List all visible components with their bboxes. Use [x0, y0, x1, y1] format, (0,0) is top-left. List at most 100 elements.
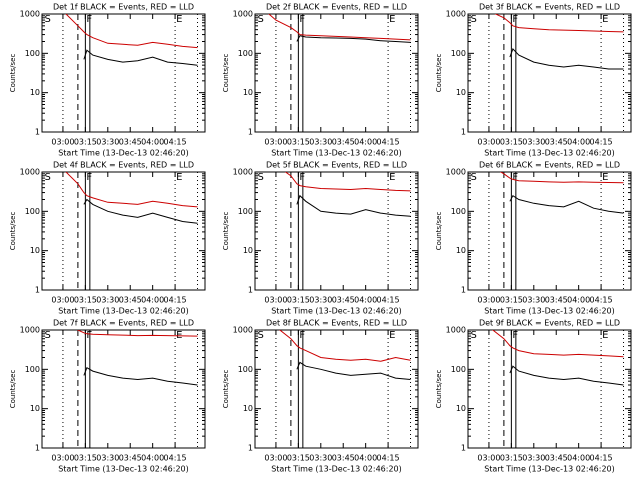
- marker-label: F: [299, 172, 305, 183]
- y-tick-label: 10: [243, 246, 253, 255]
- y-tick-label: 1: [248, 444, 253, 453]
- y-tick-label: 1: [248, 128, 253, 137]
- y-tick-label: 1: [35, 286, 40, 295]
- x-tick-label: 04:00: [141, 138, 164, 147]
- chart-title: Det 1f BLACK = Events, RED = LLD: [53, 3, 194, 12]
- marker-label: E: [602, 330, 608, 341]
- x-axis-label: Start Time (13-Dec-13 02:46:20): [58, 465, 189, 474]
- y-axis-label: Counts/sec: [9, 54, 17, 93]
- y-tick-label: 1000: [233, 168, 253, 177]
- x-tick-label: 03:45: [119, 138, 142, 147]
- y-axis-label: Counts/sec: [435, 370, 443, 409]
- series-line: [83, 366, 198, 386]
- y-tick-label: 10: [243, 404, 253, 413]
- series-line: [492, 330, 624, 358]
- series-line: [268, 14, 411, 41]
- y-tick-label: 1000: [20, 10, 40, 19]
- marker-label: S: [44, 172, 50, 183]
- y-tick-label: 10: [456, 404, 466, 413]
- marker-label: S: [257, 14, 263, 25]
- x-tick-label: 03:15: [500, 454, 523, 463]
- series-line: [509, 47, 624, 70]
- y-tick-label: 10: [30, 404, 40, 413]
- y-tick-label: 1000: [446, 168, 466, 177]
- series-line: [509, 365, 624, 386]
- panel: Det 3f BLACK = Events, RED = LLD Start Ti…: [435, 3, 632, 158]
- x-tick-label: 03:00: [477, 138, 500, 147]
- y-axis-label: Counts/sec: [9, 212, 17, 251]
- x-tick-label: 03:30: [96, 296, 119, 305]
- y-tick-label: 100: [25, 49, 40, 58]
- x-tick-label: 04:15: [164, 138, 187, 147]
- chart-title: Det 5f BLACK = Events, RED = LLD: [266, 161, 407, 170]
- plot-frame: [254, 171, 419, 291]
- series-line: [284, 172, 411, 192]
- series-line: [494, 14, 624, 33]
- x-tick-label: 04:15: [164, 454, 187, 463]
- x-tick-label: 03:00: [264, 138, 287, 147]
- x-tick-label: 04:00: [354, 138, 377, 147]
- chart-title: Det 6f BLACK = Events, RED = LLD: [479, 161, 620, 170]
- y-axis-label: Counts/sec: [435, 212, 443, 251]
- x-axis-label: Start Time (13-Dec-13 02:46:20): [271, 307, 402, 316]
- x-tick-label: 04:15: [590, 296, 613, 305]
- marker-label: S: [44, 330, 50, 341]
- marker-label: E: [389, 330, 395, 341]
- series-line: [65, 172, 198, 208]
- plot-frame: [41, 13, 206, 133]
- y-tick-label: 1000: [446, 326, 466, 335]
- marker-label: E: [602, 172, 608, 183]
- y-tick-label: 1000: [233, 326, 253, 335]
- x-axis-label: Start Time (13-Dec-13 02:46:20): [271, 465, 402, 474]
- y-tick-label: 100: [451, 365, 466, 374]
- chart-title: Det 8f BLACK = Events, RED = LLD: [266, 319, 407, 328]
- chart-title: Det 7f BLACK = Events, RED = LLD: [53, 319, 194, 328]
- x-tick-label: 03:30: [522, 454, 545, 463]
- y-tick-label: 1: [35, 128, 40, 137]
- series-line: [279, 330, 411, 362]
- marker-label: S: [44, 14, 50, 25]
- x-tick-label: 03:15: [287, 138, 310, 147]
- x-tick-label: 03:45: [545, 296, 568, 305]
- plot-frame: [467, 171, 632, 291]
- y-axis-label: Counts/sec: [222, 54, 230, 93]
- marker-label: F: [512, 172, 518, 183]
- plot-frame: [41, 171, 206, 291]
- marker-label: E: [389, 14, 395, 25]
- plot-frame: [41, 329, 206, 449]
- plot-frame: [467, 13, 632, 133]
- marker-label: S: [470, 14, 476, 25]
- panel: Det 1f BLACK = Events, RED = LLD Start Ti…: [9, 3, 206, 158]
- x-tick-label: 04:15: [377, 296, 400, 305]
- y-tick-label: 1000: [446, 10, 466, 19]
- x-axis-label: Start Time (13-Dec-13 02:46:20): [484, 307, 615, 316]
- y-tick-label: 1: [461, 286, 466, 295]
- marker-label: F: [299, 14, 305, 25]
- x-tick-label: 03:30: [522, 296, 545, 305]
- marker-label: S: [257, 330, 263, 341]
- x-tick-label: 03:30: [309, 296, 332, 305]
- chart-title: Det 3f BLACK = Events, RED = LLD: [479, 3, 620, 12]
- x-tick-label: 03:30: [522, 138, 545, 147]
- y-tick-label: 100: [238, 365, 253, 374]
- x-axis-label: Start Time (13-Dec-13 02:46:20): [58, 307, 189, 316]
- x-tick-label: 04:00: [567, 454, 590, 463]
- x-tick-label: 04:15: [590, 454, 613, 463]
- plot-frame: [254, 13, 419, 133]
- x-tick-label: 03:00: [264, 296, 287, 305]
- panel: Det 5f BLACK = Events, RED = LLD Start Ti…: [222, 161, 419, 316]
- marker-label: F: [512, 330, 518, 341]
- x-tick-label: 03:15: [74, 454, 97, 463]
- x-tick-label: 03:45: [332, 296, 355, 305]
- x-tick-label: 04:00: [567, 296, 590, 305]
- x-tick-label: 03:45: [545, 138, 568, 147]
- y-axis-label: Counts/sec: [435, 54, 443, 93]
- series-line: [76, 330, 198, 337]
- x-tick-label: 03:30: [309, 138, 332, 147]
- x-axis-label: Start Time (13-Dec-13 02:46:20): [58, 149, 189, 158]
- marker-label: E: [176, 14, 182, 25]
- x-tick-label: 03:30: [309, 454, 332, 463]
- series-line: [83, 198, 198, 224]
- marker-label: E: [176, 172, 182, 183]
